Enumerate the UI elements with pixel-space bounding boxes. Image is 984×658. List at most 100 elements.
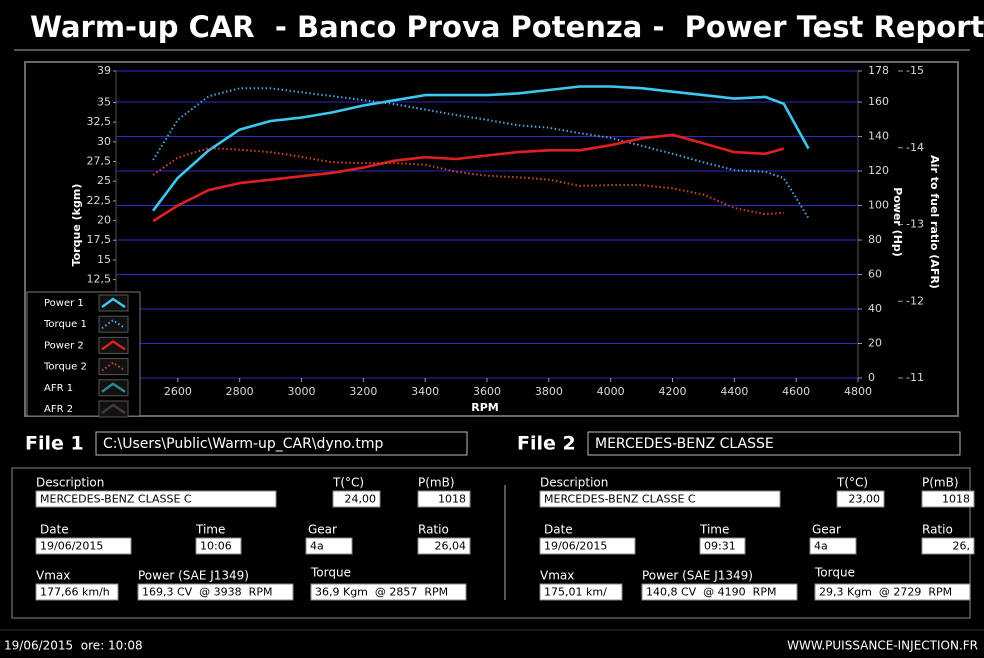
field-value: 10:06 <box>200 540 232 553</box>
legend-label: Torque 1 <box>43 319 87 330</box>
field-box <box>814 583 971 601</box>
y3-tick-label: -14 <box>906 141 924 154</box>
x-tick-label: 3400 <box>411 385 439 398</box>
legend-swatch-box <box>98 294 129 312</box>
y2-tick-label: 80 <box>868 233 882 246</box>
file-value: MERCEDES-BENZ CLASSE <box>595 436 774 452</box>
y-axis-label: Torque (kgm) <box>70 184 83 267</box>
field-box <box>417 490 471 508</box>
legend-swatch <box>101 382 126 393</box>
x-tick-label: 4000 <box>597 385 625 398</box>
x-tick-label: 4400 <box>720 385 748 398</box>
x-tick-label: 3000 <box>288 385 316 398</box>
y-tick-label: 39 <box>97 64 111 77</box>
field-box <box>699 537 746 555</box>
field-box <box>417 537 471 555</box>
field-label: Gear <box>812 523 841 537</box>
field-box <box>35 583 119 601</box>
y-tick-label: 15 <box>97 253 111 266</box>
field-box <box>921 537 975 555</box>
y3-tick-label: -11 <box>906 371 924 384</box>
field-value: 4a <box>310 540 324 553</box>
y2-tick-label: 178 <box>868 64 889 77</box>
footer-date: 19/06/2015 ore: 10:08 <box>4 639 143 653</box>
x-tick-label: 3600 <box>473 385 501 398</box>
y-tick-label: 17,5 <box>87 233 112 246</box>
field-value: 1018 <box>438 493 466 506</box>
field-label: Ratio <box>922 523 953 537</box>
file-box <box>587 431 961 456</box>
field-box <box>539 583 623 601</box>
legend-swatch <box>101 318 126 330</box>
y3-tick-label: -15 <box>906 64 924 77</box>
x-tick-label: 4200 <box>659 385 687 398</box>
y-tick-label: 30 <box>97 135 111 148</box>
field-box <box>195 537 242 555</box>
y2-axis-label: Power (Hp) <box>891 187 904 257</box>
legend-label: Power 1 <box>44 298 84 309</box>
field-box <box>332 490 381 508</box>
y2-tick-label: 0 <box>868 371 875 384</box>
field-label: Gear <box>308 523 337 537</box>
y2-tick-label: 100 <box>868 199 889 212</box>
y-tick-label: 27,5 <box>87 155 112 168</box>
footer-site: WWW.PUISSANCE-INJECTION.FR <box>787 639 978 653</box>
y2-tick-label: 160 <box>868 95 889 108</box>
y-tick-label: 12,5 <box>87 273 112 286</box>
field-value: 177,66 km/h <box>40 586 110 599</box>
field-label: Time <box>699 523 729 537</box>
file-label: File 2 <box>517 433 576 455</box>
legend-swatch <box>101 339 126 351</box>
field-label: Torque <box>814 566 855 580</box>
legend-label: AFR 1 <box>44 383 73 394</box>
legend-label: Power 2 <box>44 340 84 351</box>
file-label: File 1 <box>25 433 84 455</box>
y-tick-label: 22,5 <box>87 194 112 207</box>
y2-tick-label: 60 <box>868 268 882 281</box>
field-value: 26, <box>953 540 971 553</box>
x-tick-label: 2600 <box>164 385 192 398</box>
legend-swatch <box>101 297 126 308</box>
field-box <box>641 583 798 601</box>
legend-swatch <box>101 361 126 372</box>
field-value: 23,00 <box>849 493 881 506</box>
field-value: MERCEDES-BENZ CLASSE C <box>40 493 192 506</box>
field-value: 19/06/2015 <box>40 540 103 553</box>
report-title: Warm-up CAR - Banco Prova Potenza - Powe… <box>30 10 984 44</box>
x-tick-label: 4600 <box>782 385 810 398</box>
x-axis-label: RPM <box>471 401 498 414</box>
field-value: 169,3 CV @ 3938 RPM <box>142 586 272 599</box>
field-label: Vmax <box>36 569 70 583</box>
field-value: 140,8 CV @ 4190 RPM <box>646 586 776 599</box>
field-value: 19/06/2015 <box>544 540 607 553</box>
field-value: 175,01 km/ <box>544 586 607 599</box>
field-label: Ratio <box>418 523 449 537</box>
x-tick-label: 2800 <box>226 385 254 398</box>
legend-label: Torque 2 <box>43 362 87 373</box>
field-box <box>809 537 857 555</box>
field-box <box>836 490 885 508</box>
field-value: 4a <box>814 540 828 553</box>
field-label: Torque <box>310 566 351 580</box>
x-tick-label: 4800 <box>844 385 872 398</box>
y2-tick-label: 20 <box>868 337 882 350</box>
x-tick-label: 3800 <box>535 385 563 398</box>
field-label: T(°C) <box>836 476 868 490</box>
field-box <box>305 537 353 555</box>
legend-swatch-box <box>98 400 129 418</box>
y-tick-label: 25 <box>97 174 111 187</box>
field-label: P(mB) <box>922 476 959 490</box>
plot-area <box>115 70 859 379</box>
field-label: T(°C) <box>332 476 364 490</box>
field-box <box>921 490 975 508</box>
field-label: Power (SAE J1349) <box>138 569 249 583</box>
legend-swatch-box <box>98 358 129 376</box>
y2-tick-label: 40 <box>868 302 882 315</box>
field-value: MERCEDES-BENZ CLASSE C <box>544 493 696 506</box>
series-line <box>152 133 785 223</box>
field-label: Date <box>40 523 69 537</box>
field-box <box>137 583 294 601</box>
series-line <box>152 85 810 212</box>
file-box <box>95 431 468 456</box>
